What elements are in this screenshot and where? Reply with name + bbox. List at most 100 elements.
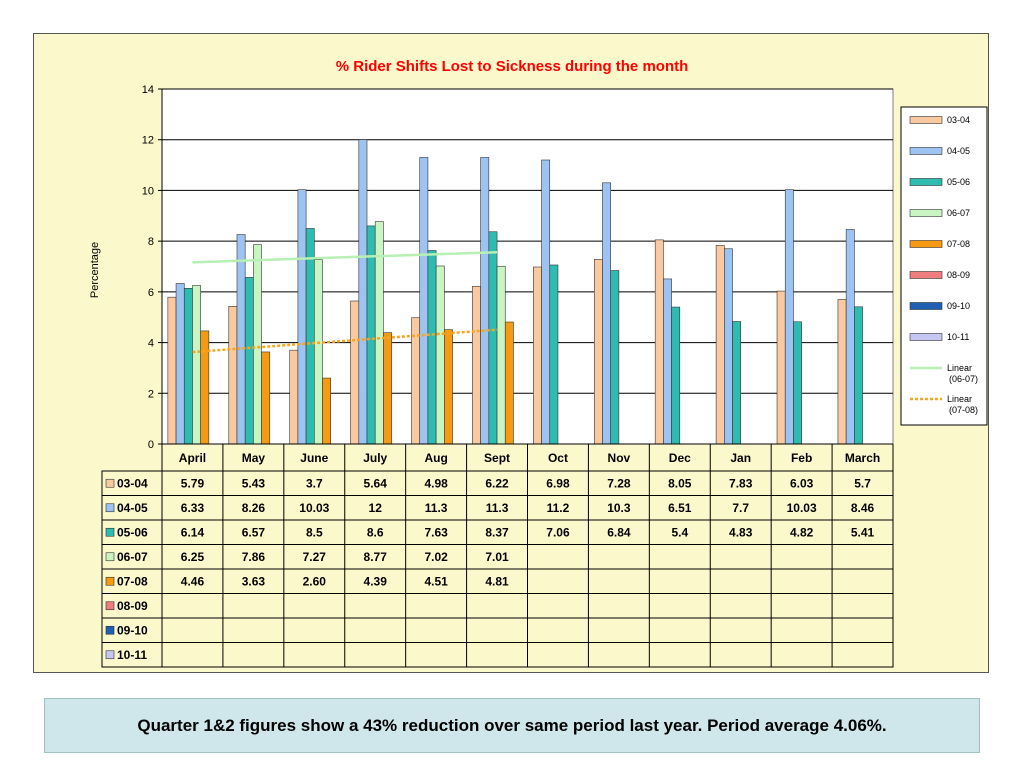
y-tick-label: 12: [142, 135, 154, 147]
y-tick-label: 4: [148, 338, 154, 350]
legend-label-03-04: 03-04: [947, 115, 970, 125]
table-cell: 8.05: [668, 476, 692, 490]
table-header-March: March: [845, 451, 880, 465]
table-cell: 11.2: [547, 501, 570, 515]
table-cell: 4.39: [364, 574, 388, 588]
bar-03-04-April: [167, 296, 177, 445]
table-cell: 7.06: [546, 525, 570, 539]
bar-06-07-April: [192, 285, 201, 445]
table-cell: 5.7: [854, 476, 871, 490]
table-row-label-09-10: 09-10: [117, 623, 148, 637]
legend-trendline-label: Linear: [947, 363, 972, 373]
table-cell: 10.3: [607, 501, 631, 515]
table-cell: 5.43: [242, 476, 266, 490]
table-row-label-03-04: 03-04: [117, 476, 148, 490]
bar-03-04-March: [837, 299, 847, 445]
y-tick-label: 2: [148, 388, 154, 400]
table-cell: 4.98: [424, 476, 448, 490]
bar-04-05-Sept: [480, 157, 490, 445]
bar-05-06-Nov: [610, 270, 620, 445]
table-cell: 5.41: [851, 525, 875, 539]
table-header-Nov: Nov: [608, 451, 631, 465]
table-cell: 6.14: [181, 525, 205, 539]
bar-04-05-May: [236, 234, 246, 445]
table-header-Jan: Jan: [730, 451, 751, 465]
table-cell: 8.46: [851, 501, 875, 515]
bar-03-04-July: [350, 300, 360, 445]
plot-area: 0 2 4 6 8 10 12 14: [142, 84, 894, 451]
legend-trendline-label: (07-08): [949, 405, 978, 415]
legend-trendline-label: Linear: [947, 394, 972, 404]
bar-06-07-June: [313, 259, 323, 445]
bar-05-06-Jan: [732, 321, 742, 445]
table-header-May: May: [242, 451, 266, 465]
table-header-June: June: [300, 451, 328, 465]
bar-05-06-Aug: [427, 250, 437, 445]
table-cell: 6.33: [181, 501, 205, 515]
bar-04-05-July: [358, 139, 368, 445]
table-cell: 11.3: [425, 501, 448, 515]
table-cell: 3.63: [242, 574, 266, 588]
legend-swatch-04-05: [909, 147, 943, 155]
bar-06-07-May: [253, 244, 262, 445]
bar-04-05-Nov: [602, 182, 611, 445]
data-table: April May June July Aug Sept Oct Nov Dec Jan Feb Ma…: [101, 443, 894, 668]
bar-07-08-April: [200, 330, 210, 445]
bar-06-07-Aug: [435, 265, 445, 445]
legend-label-04-05: 04-05: [947, 146, 970, 156]
table-cell: 7.63: [424, 525, 448, 539]
legend-swatch-08-09: [909, 271, 943, 279]
table-cell: 3.7: [306, 476, 323, 490]
legend-label-08-09: 08-09: [947, 270, 970, 280]
table-header-Dec: Dec: [669, 451, 691, 465]
bar-03-04-Nov: [593, 259, 603, 445]
y-axis-label: Percentage: [89, 242, 101, 298]
legend-swatch-06-07: [909, 209, 943, 217]
table-header-Feb: Feb: [791, 451, 812, 465]
bar-04-05-Dec: [663, 278, 672, 445]
table-row-label-06-07: 06-07: [117, 550, 148, 564]
table-row-swatch-03-04: [105, 478, 115, 488]
table-row-label-10-11: 10-11: [117, 648, 147, 662]
bar-03-04-Sept: [472, 285, 481, 445]
table-cell: 12: [369, 501, 383, 515]
table-cell: 7.86: [242, 550, 266, 564]
table-cell: 10.03: [787, 501, 817, 515]
bar-05-06-July: [366, 225, 376, 445]
bar-07-08-Aug: [444, 329, 453, 445]
table-header-April: April: [179, 451, 206, 465]
chart-frame: % Rider Shifts Lost to Sickness during t…: [33, 33, 989, 673]
table-row-swatch-06-07: [105, 552, 115, 562]
trendline-06-07: [192, 251, 498, 264]
table-cell: 4.82: [790, 525, 814, 539]
footer-text: Quarter 1&2 figures show a 43% reduction…: [137, 715, 887, 735]
table-cell: 7.02: [424, 550, 448, 564]
bar-03-04-May: [228, 306, 238, 445]
chart-svg: % Rider Shifts Lost to Sickness during t…: [89, 58, 988, 668]
table-row-swatch-09-10: [105, 625, 115, 635]
table-header-Oct: Oct: [548, 451, 568, 465]
bar-05-06-April: [183, 288, 193, 445]
y-tick-label: 8: [148, 236, 154, 248]
chart-title: % Rider Shifts Lost to Sickness during t…: [336, 58, 689, 75]
table-cell: 8.77: [364, 550, 388, 564]
plot-background: [161, 88, 894, 445]
table-row-swatch-05-06: [105, 527, 115, 537]
bar-07-08-July: [383, 332, 392, 445]
bar-03-04-June: [289, 349, 299, 445]
table-cell: 6.57: [242, 525, 266, 539]
table-row-label-07-08: 07-08: [117, 574, 148, 588]
legend-box: [900, 106, 988, 426]
table-row-swatch-07-08: [105, 576, 115, 586]
legend-label-05-06: 05-06: [947, 177, 970, 187]
bar-04-05-Aug: [419, 157, 429, 445]
table-cell: 7.28: [607, 476, 631, 490]
legend: 03-04 04-05 05-06 06-07 07-08 08-09 09-10 10-11…: [900, 106, 988, 426]
bar-04-05-April: [175, 283, 185, 445]
legend-swatch-05-06: [909, 178, 943, 186]
footer-box: Quarter 1&2 figures show a 43% reduction…: [44, 698, 980, 753]
y-tick-label: 14: [142, 84, 154, 96]
table-cell: 4.81: [485, 574, 509, 588]
bar-05-06-March: [854, 306, 863, 445]
bar-05-06-Oct: [549, 264, 559, 445]
